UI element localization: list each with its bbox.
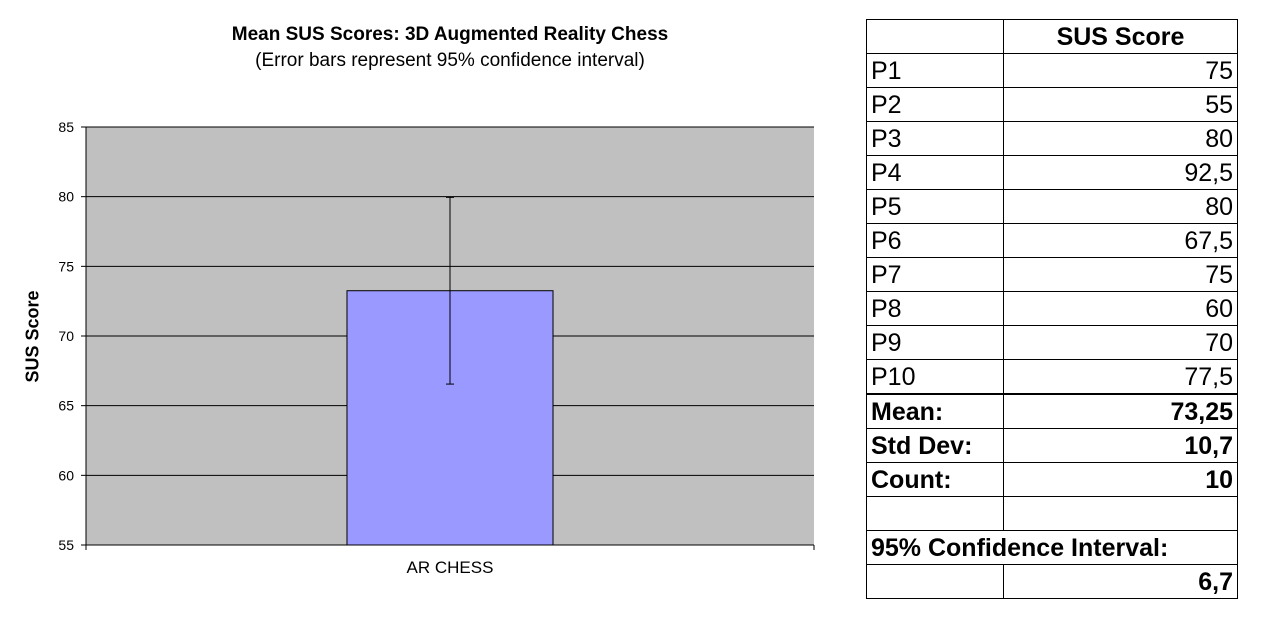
stat-label: Count: (866, 462, 1004, 497)
stat-row: Mean: 73,25 (866, 393, 1238, 429)
stat-value: 10,7 (1003, 428, 1238, 463)
participant-score: 75 (1003, 257, 1238, 292)
participant-score: 55 (1003, 87, 1238, 122)
participant-label: P6 (866, 223, 1004, 258)
x-tick-label: AR CHESS (407, 558, 494, 577)
stat-row: Std Dev: 10,7 (866, 428, 1238, 463)
stat-value: 10 (1003, 462, 1238, 497)
table-row: P2 55 (866, 87, 1238, 122)
participant-label: P2 (866, 87, 1004, 122)
participant-score: 70 (1003, 325, 1238, 360)
participant-label: P8 (866, 291, 1004, 326)
y-tick-label: 65 (58, 398, 74, 414)
participant-score: 80 (1003, 121, 1238, 156)
table-row: P7 75 (866, 257, 1238, 292)
y-tick-label: 70 (58, 328, 74, 344)
participant-label: P5 (866, 189, 1004, 224)
table-row: P5 80 (866, 189, 1238, 224)
empty-cell (866, 564, 1004, 599)
sus-data-table: SUS Score P1 75 P2 55 P3 80 P4 92,5 P5 80 P6 67,5 P7… (866, 19, 1238, 599)
participant-label: P9 (866, 325, 1004, 360)
table-row: P10 77,5 (866, 359, 1238, 395)
participant-score: 60 (1003, 291, 1238, 326)
table-row: P9 70 (866, 325, 1238, 360)
empty-cell (1003, 496, 1238, 531)
table-header-empty-cell (866, 19, 1004, 54)
participant-score: 80 (1003, 189, 1238, 224)
y-tick-label: 85 (58, 119, 74, 135)
ci-value: 6,7 (1003, 564, 1238, 599)
participant-label: P7 (866, 257, 1004, 292)
y-tick-label: 75 (58, 258, 74, 274)
chart-area: Mean SUS Scores: 3D Augmented Reality Ch… (23, 24, 815, 577)
participant-label: P3 (866, 121, 1004, 156)
ci-value-row: 6,7 (866, 564, 1238, 599)
y-tick-label: 55 (58, 537, 74, 553)
participant-score: 77,5 (1003, 359, 1238, 395)
y-tick-label: 80 (58, 189, 74, 205)
participant-label: P1 (866, 53, 1004, 88)
chart-subtitle: (Error bars represent 95% confidence int… (255, 50, 645, 71)
table-header-row: SUS Score (866, 19, 1238, 54)
participant-score: 92,5 (1003, 155, 1238, 190)
stat-label: Mean: (866, 393, 1004, 429)
stat-label: Std Dev: (866, 428, 1004, 463)
participant-label: P4 (866, 155, 1004, 190)
empty-row (866, 496, 1238, 531)
stat-row: Count: 10 (866, 462, 1238, 497)
table-row: P1 75 (866, 53, 1238, 88)
table-row: P8 60 (866, 291, 1238, 326)
table-row: P4 92,5 (866, 155, 1238, 190)
table-row: P6 67,5 (866, 223, 1238, 258)
stat-value: 73,25 (1003, 393, 1238, 429)
participant-label: P10 (866, 359, 1004, 395)
chart-svg: 55 60 65 70 75 80 85 AR CHESS (58, 119, 815, 577)
y-tick-label: 60 (58, 467, 74, 483)
participant-score: 67,5 (1003, 223, 1238, 258)
ci-label: 95% Confidence Interval: (866, 530, 1238, 565)
table-header-cell: SUS Score (1003, 19, 1238, 54)
table-row: P3 80 (866, 121, 1238, 156)
empty-cell (866, 496, 1004, 531)
participant-score: 75 (1003, 53, 1238, 88)
chart-title: Mean SUS Scores: 3D Augmented Reality Ch… (231, 24, 669, 45)
ci-label-row: 95% Confidence Interval: (866, 530, 1238, 565)
